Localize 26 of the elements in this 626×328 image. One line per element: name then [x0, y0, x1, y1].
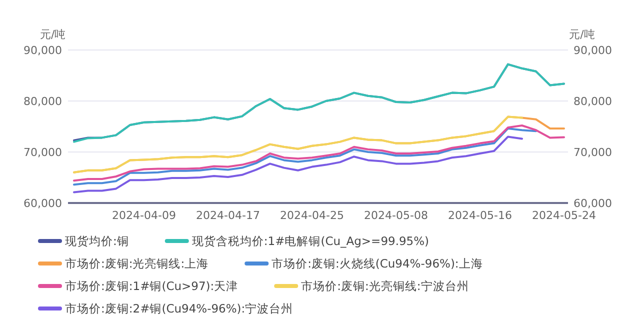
x-tick-label: 2024-05-24 [532, 209, 596, 222]
y-tick-label: 90,000 [24, 44, 62, 57]
line-series [73, 136, 523, 194]
legend-label: 市场价:废铜:光亮铜线:上海 [65, 256, 209, 270]
legend-label: 现货含税均价:1#电解铜(Cu_Ag>=99.95%) [192, 234, 430, 248]
y2-tick-label: 90,000 [574, 44, 612, 57]
legend-label: 市场价:废铜:光亮铜线:宁波台州 [301, 279, 469, 293]
y2-tick-label: 70,000 [574, 146, 612, 159]
x-tick-label: 2024-05-16 [448, 209, 512, 222]
legend-label: 现货均价:铜 [65, 234, 129, 248]
legend-label: 市场价:废铜:1#铜(Cu>97):天津 [65, 279, 238, 293]
y-tick-label: 60,000 [24, 197, 62, 210]
y2-axis-title: 元/吨 [569, 28, 595, 41]
y-axis-title: 元/吨 [40, 28, 66, 41]
y2-tick-label: 80,000 [574, 95, 612, 108]
line-series [73, 124, 565, 182]
x-tick-label: 2024-04-25 [280, 209, 344, 222]
x-tick-label: 2024-04-17 [196, 209, 260, 222]
x-tick-label: 2024-04-09 [112, 209, 176, 222]
x-tick-label: 2024-05-08 [364, 209, 428, 222]
y-tick-label: 70,000 [24, 146, 62, 159]
y2-tick-label: 60,000 [574, 197, 612, 210]
legend-label: 市场价:废铜:火烧线(Cu94%-96%):上海 [272, 256, 483, 270]
y-tick-label: 80,000 [24, 95, 62, 108]
line-series [73, 128, 537, 186]
legend-label: 市场价:废铜:2#铜(Cu94%-96%):宁波台州 [65, 302, 294, 316]
